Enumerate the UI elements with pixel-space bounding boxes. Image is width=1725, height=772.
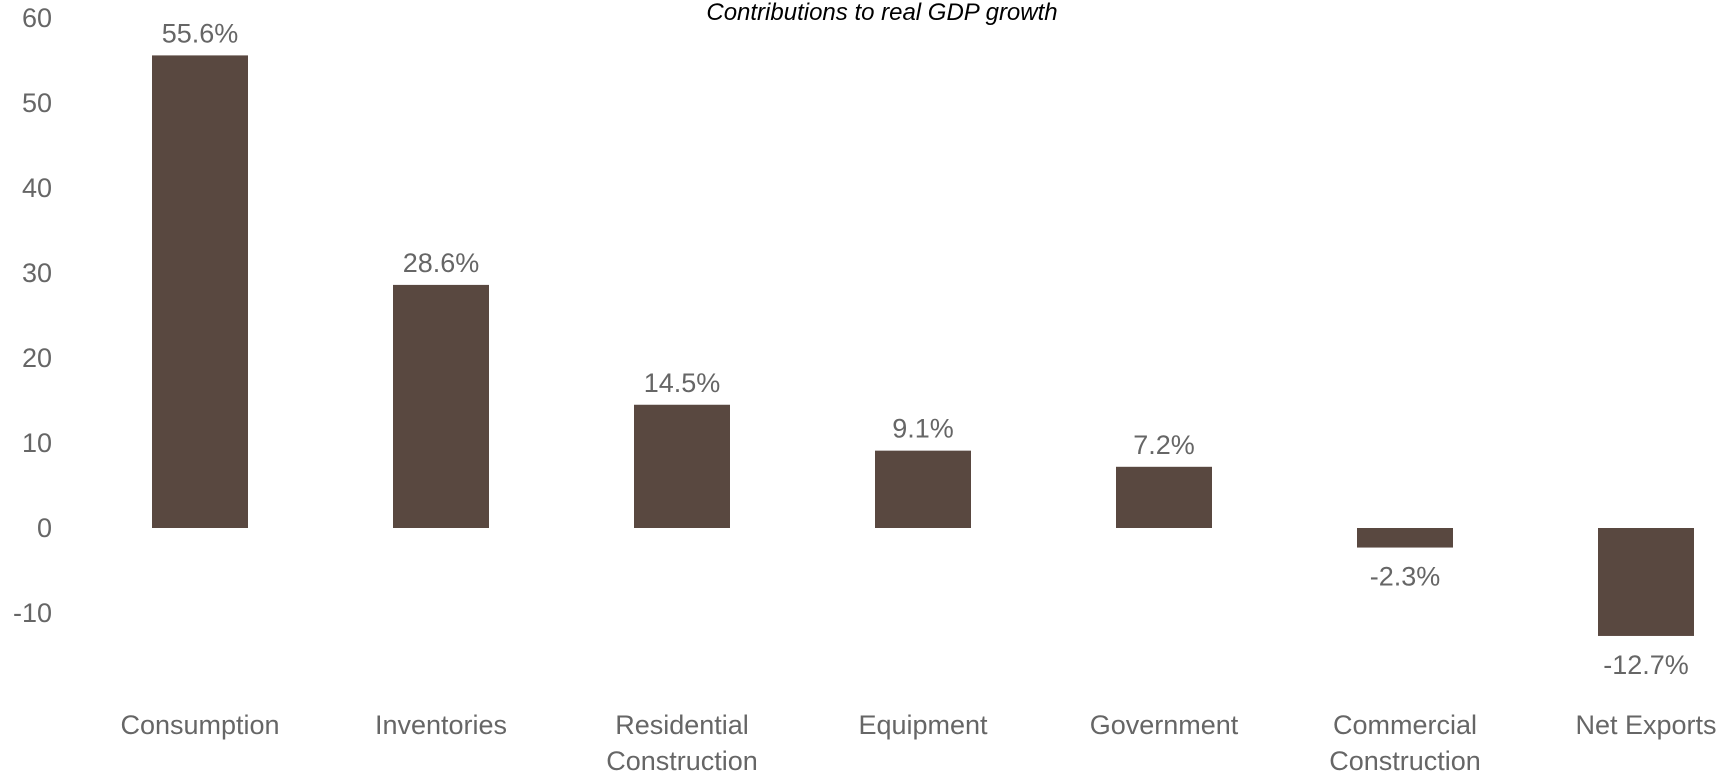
y-axis: -10 0 10 20 30 40 50 60 <box>13 3 52 628</box>
x-tick-label: Equipment <box>858 710 988 740</box>
bar <box>1116 466 1212 528</box>
data-label: 7.2% <box>1133 430 1195 460</box>
x-axis: Consumption Inventories Residential Constru… <box>120 710 1716 772</box>
x-tick-label: Inventories <box>375 710 507 740</box>
data-labels: 55.6% 28.6% 14.5% 9.1% 7.2% -2.3% -12.7% <box>162 18 1689 680</box>
bar <box>152 55 248 529</box>
y-tick-label: 30 <box>22 258 52 288</box>
data-label: -12.7% <box>1603 650 1689 680</box>
y-tick-label: 40 <box>22 173 52 203</box>
data-label: 14.5% <box>644 368 721 398</box>
data-label: 9.1% <box>892 414 954 444</box>
y-tick-label: -10 <box>13 598 52 628</box>
data-label: -2.3% <box>1370 562 1441 592</box>
x-tick-label: Commercial Construction <box>1329 710 1481 772</box>
x-tick-label: Net Exports <box>1575 710 1716 740</box>
chart-title: Contributions to real GDP growth <box>706 0 1057 26</box>
x-tick-label: Government <box>1090 710 1239 740</box>
bars <box>152 55 1694 636</box>
y-tick-label: 0 <box>37 513 52 543</box>
y-tick-label: 60 <box>22 3 52 33</box>
bar <box>875 450 971 528</box>
y-tick-label: 50 <box>22 88 52 118</box>
data-label: 28.6% <box>403 248 480 278</box>
bar <box>1598 528 1694 636</box>
y-tick-label: 20 <box>22 343 52 373</box>
bar <box>1357 528 1453 548</box>
bar <box>393 284 489 528</box>
x-tick-label: Consumption <box>120 710 279 740</box>
data-label: 55.6% <box>162 18 239 48</box>
bar <box>634 404 730 528</box>
x-tick-label: Residential Construction <box>606 710 758 772</box>
y-tick-label: 10 <box>22 428 52 458</box>
